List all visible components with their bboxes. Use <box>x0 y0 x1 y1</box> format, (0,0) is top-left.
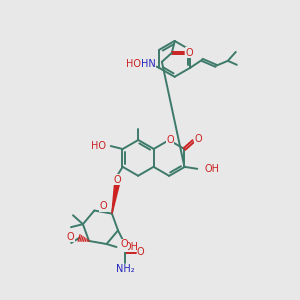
Text: HO: HO <box>125 59 140 69</box>
Text: O: O <box>99 201 107 211</box>
Polygon shape <box>112 179 120 214</box>
Text: O: O <box>120 239 128 249</box>
Text: O: O <box>166 135 174 145</box>
Text: HN: HN <box>141 59 156 69</box>
Text: O: O <box>137 247 145 257</box>
Text: O: O <box>67 232 74 242</box>
Text: NH₂: NH₂ <box>116 264 134 274</box>
Text: OH: OH <box>204 164 219 174</box>
Text: HO: HO <box>91 141 106 151</box>
Text: OH: OH <box>123 242 138 252</box>
Text: O: O <box>114 175 122 185</box>
Text: O: O <box>194 134 202 144</box>
Text: O: O <box>186 48 194 58</box>
